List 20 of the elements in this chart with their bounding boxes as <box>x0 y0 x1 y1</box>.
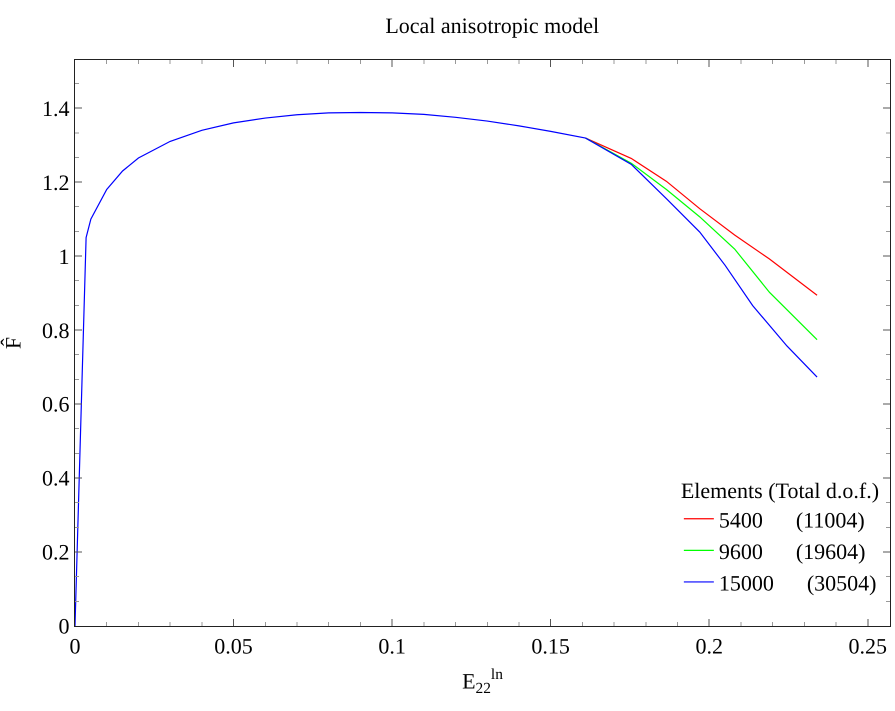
x-tick-label: 0.15 <box>531 634 570 658</box>
legend-title: Elements (Total d.o.f.) <box>680 478 880 503</box>
x-tick-label: 0.1 <box>378 634 406 658</box>
y-tick-label: 1.2 <box>42 170 70 195</box>
y-tick-label: 1 <box>58 244 70 269</box>
y-tick-label: 1.4 <box>42 96 70 121</box>
y-tick-label: 0.4 <box>42 466 70 491</box>
y-tick-label: 0.2 <box>42 540 70 565</box>
y-tick-label: 0.6 <box>42 392 70 417</box>
legend-label: 5400 (11004) <box>718 507 865 532</box>
legend-label: 9600 (19604) <box>718 538 866 564</box>
x-tick-label: 0.2 <box>695 634 723 658</box>
legend-label: 15000 (30504) <box>718 570 877 596</box>
x-tick-label: 0.25 <box>848 634 888 658</box>
y-tick-label: 0 <box>58 614 70 639</box>
x-tick-label: 0.05 <box>214 634 253 658</box>
y-tick-label: 0.8 <box>42 318 70 343</box>
y-axis-title: F̂ <box>0 336 26 350</box>
chart-title: Local anisotropic model <box>385 13 600 38</box>
line-series <box>584 137 818 296</box>
